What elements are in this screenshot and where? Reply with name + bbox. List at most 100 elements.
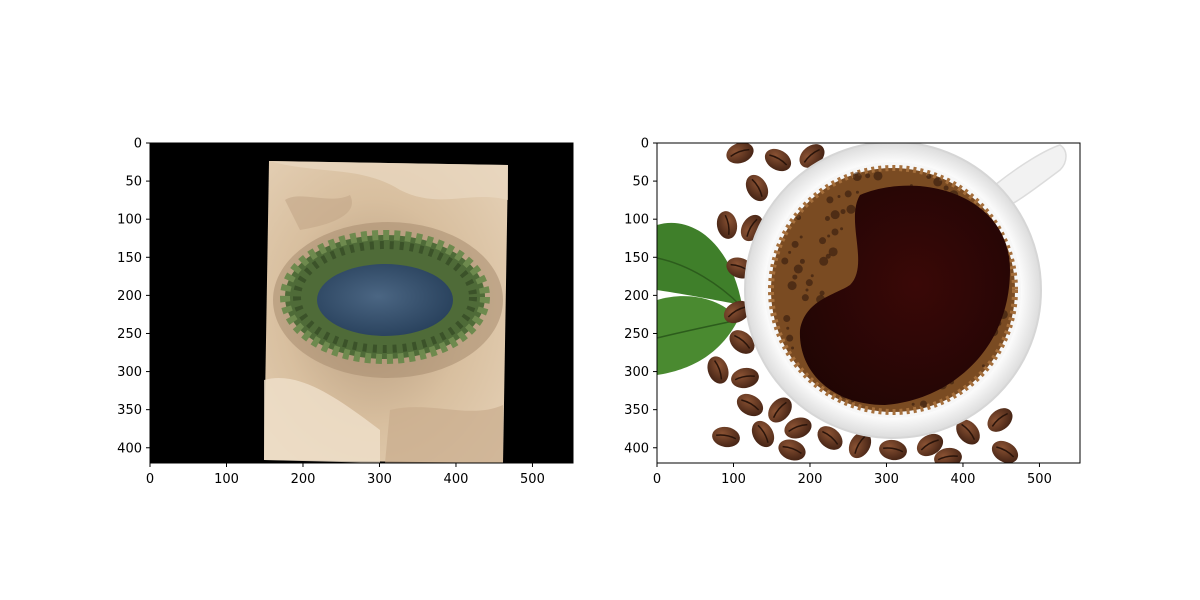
crema-bubble xyxy=(943,185,949,191)
coffee-bean-seam xyxy=(937,455,958,461)
crema-bubble xyxy=(786,334,794,342)
left-x-tick-label: 500 xyxy=(520,472,545,487)
right-y-tick-label: 200 xyxy=(624,289,649,304)
left-y-tick-label: 300 xyxy=(117,365,142,380)
crema-bubble xyxy=(873,171,883,181)
right-y-ticks: 0 50 100 150 200 250 300 350 400 xyxy=(624,137,657,456)
crema-bubble xyxy=(920,400,928,408)
coffee-bean-seam xyxy=(713,360,723,380)
left-y-tick-label: 250 xyxy=(117,327,142,342)
crema-bubble xyxy=(855,190,859,194)
crema-bubble xyxy=(783,314,791,322)
crema-bubble xyxy=(787,281,797,291)
coffee-bean-seam xyxy=(769,154,788,166)
coffee-bean xyxy=(726,143,754,164)
crema-bubble xyxy=(846,204,856,214)
coffee-bean xyxy=(736,393,764,417)
crema-bubble xyxy=(793,264,803,274)
crema-bubble xyxy=(791,346,795,350)
crema-bubble xyxy=(840,227,844,231)
right-y-tick-label: 0 xyxy=(641,137,649,152)
coffee-bean-seam xyxy=(772,401,787,418)
crema-bubble xyxy=(819,237,827,245)
crema-bubble xyxy=(796,215,802,221)
crema-bubble xyxy=(826,196,834,204)
crema-bubble xyxy=(805,288,809,292)
coffee-bean-seam xyxy=(822,430,839,445)
crema-bubble xyxy=(828,247,838,257)
right-x-tick-label: 100 xyxy=(721,472,746,487)
coffee-bean xyxy=(731,367,759,389)
right-y-tick-label: 150 xyxy=(624,251,649,266)
right-axes: 0 100 200 300 400 500 0 50 100 150 200 250 300 350 40… xyxy=(624,137,1081,487)
left-y-tick-label: 150 xyxy=(117,251,142,266)
left-y-tick-label: 200 xyxy=(117,289,142,304)
left-y-ticks: 0 50 100 150 200 250 300 350 400 xyxy=(117,137,150,456)
coffee-bean xyxy=(848,431,872,459)
left-y-tick-label: 350 xyxy=(117,403,142,418)
coffee-bean-seam xyxy=(920,439,939,451)
coffee-image xyxy=(657,143,1080,463)
right-y-tick-label: 100 xyxy=(624,213,649,228)
right-y-tick-label: 300 xyxy=(624,365,649,380)
left-y-tick-label: 0 xyxy=(134,137,142,152)
oasis-photo xyxy=(264,161,508,463)
crema-bubble xyxy=(926,174,932,180)
right-y-tick-label: 50 xyxy=(632,175,649,190)
crema-bubble xyxy=(837,194,841,198)
coffee-bean-seam xyxy=(996,446,1015,458)
crema-bubble xyxy=(831,228,839,236)
coffee-bean-seam xyxy=(730,148,750,158)
coffee-bean xyxy=(707,356,729,384)
right-y-tick-label: 350 xyxy=(624,403,649,418)
coffee-bean-seam xyxy=(734,334,751,349)
crema-bubble xyxy=(810,274,814,278)
coffee-bean xyxy=(778,439,806,461)
crema-bubble xyxy=(852,172,862,182)
coffee-bean-seam xyxy=(991,412,1008,427)
coffee-bean xyxy=(751,420,775,448)
coffee-bean-seam xyxy=(716,434,737,440)
crema-bubble xyxy=(840,209,846,215)
right-y-tick-label: 250 xyxy=(624,327,649,342)
crema-bubble xyxy=(791,240,799,248)
coffee-bean xyxy=(916,433,944,457)
crema-bubble xyxy=(981,364,985,368)
crema-bubble xyxy=(819,256,829,266)
right-x-tick-label: 0 xyxy=(653,472,661,487)
crema-bubble xyxy=(825,253,831,259)
coffee-bean-seam xyxy=(724,214,730,235)
left-y-tick-label: 100 xyxy=(117,213,142,228)
coffee-bean-seam xyxy=(727,306,746,318)
coffee-bean-seam xyxy=(746,218,758,237)
crema-bubble xyxy=(805,279,813,287)
crema-bubble xyxy=(788,250,792,254)
coffee-bean xyxy=(784,417,812,439)
coffee-bean xyxy=(712,426,740,448)
coffee-bean-seam xyxy=(782,445,802,455)
coffee-bean xyxy=(745,174,769,202)
left-x-tick-label: 200 xyxy=(291,472,316,487)
crema-bubble xyxy=(801,294,809,302)
left-x-tick-label: 300 xyxy=(367,472,392,487)
coffee-bean-seam xyxy=(961,423,976,440)
left-x-tick-label: 0 xyxy=(146,472,154,487)
crema-bubble xyxy=(865,173,871,179)
crema-bubble xyxy=(819,290,825,296)
crema-bubble xyxy=(830,210,840,220)
crema-bubble xyxy=(799,235,803,239)
crema-bubble xyxy=(844,190,852,198)
crema-bubble xyxy=(824,215,830,221)
left-x-ticks: 0 100 200 300 400 500 xyxy=(146,463,545,487)
coffee-bean xyxy=(991,440,1019,463)
right-x-tick-label: 500 xyxy=(1027,472,1052,487)
coffee-bean xyxy=(764,148,792,172)
left-x-tick-label: 400 xyxy=(444,472,469,487)
coffee-bean-seam xyxy=(734,375,755,381)
coffee-bean xyxy=(723,300,751,324)
right-x-tick-label: 200 xyxy=(798,472,823,487)
crema-bubble xyxy=(933,177,943,187)
crema-bubble xyxy=(799,258,805,264)
coffee-bean-seam xyxy=(788,423,808,433)
left-x-tick-label: 100 xyxy=(214,472,239,487)
